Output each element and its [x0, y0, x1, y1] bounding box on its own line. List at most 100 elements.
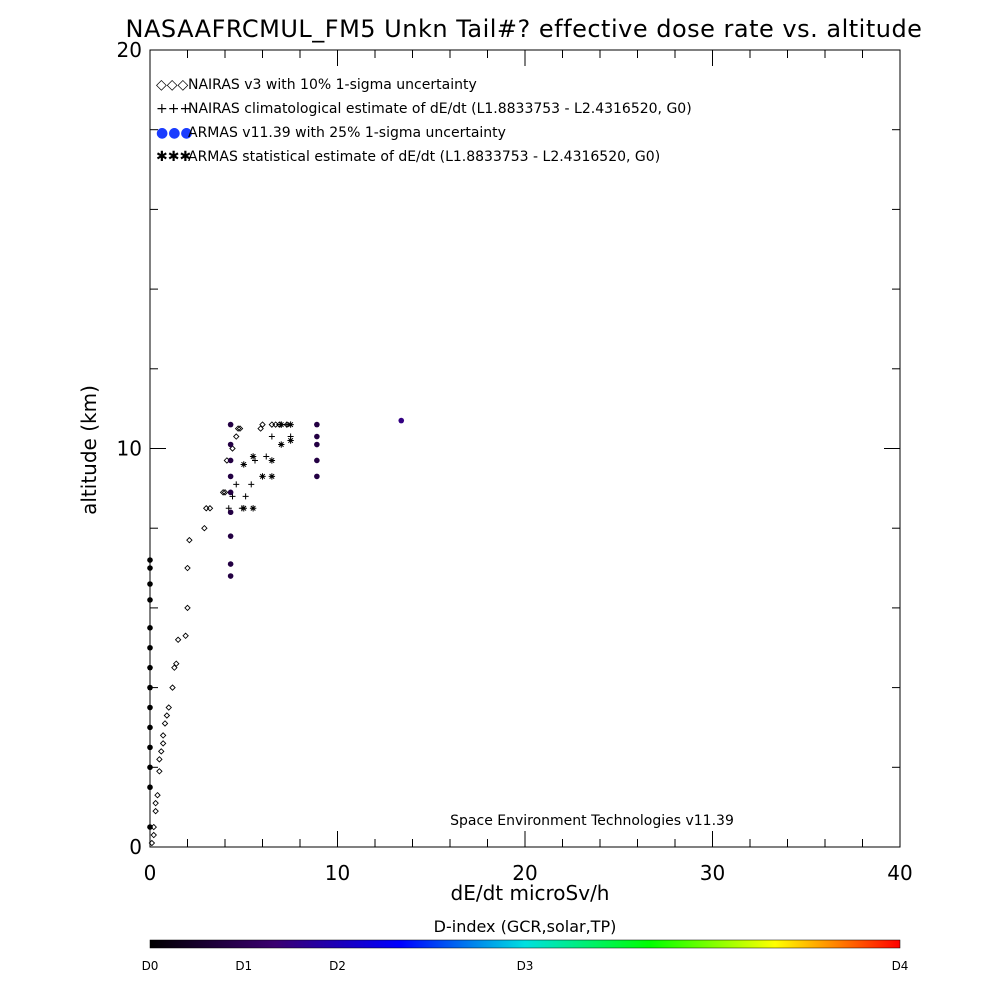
armas-point [147, 644, 153, 651]
armas-point [147, 684, 153, 691]
nairas-point [163, 712, 171, 719]
armas-point [147, 565, 153, 571]
armas-point [147, 764, 153, 771]
nairas-point [257, 425, 264, 432]
statistical-point [287, 421, 294, 428]
nairas-point [150, 831, 157, 839]
armas-point [147, 625, 153, 631]
nairas-point [259, 421, 266, 428]
chart-title: NASAAFRCMUL_FM5 Unkn Tail#? effective do… [126, 15, 923, 43]
climatology-point [233, 481, 240, 488]
nairas-point [201, 524, 208, 532]
y-tick-label: 0 [129, 835, 142, 859]
series-nairas-v3 [148, 421, 291, 847]
armas-point [147, 824, 153, 830]
axis-tick-labels: 0 10 20 30 40 0 10 20 [117, 38, 913, 885]
armas-point [227, 473, 234, 480]
armas-point [398, 417, 405, 424]
armas-point [147, 744, 153, 751]
armas-point [227, 489, 234, 496]
y-tick-label: 20 [117, 38, 142, 62]
x-tick-label: 0 [144, 861, 157, 885]
statistical-point [240, 461, 247, 468]
nairas-point [158, 748, 165, 755]
climatology-point [248, 481, 255, 488]
armas-point [314, 433, 320, 440]
legend-label-nairas-clim: NAIRAS climatological estimate of dE/dt … [188, 101, 692, 117]
armas-point [147, 557, 153, 563]
legend: ◇◇◇ NAIRAS v3 with 10% 1-sigma uncertain… [156, 77, 692, 165]
y-tick-label: 10 [117, 437, 142, 461]
nairas-point [206, 505, 214, 512]
statistical-point [240, 505, 247, 512]
nairas-point [173, 660, 180, 667]
climatology-point [242, 493, 249, 500]
statistical-point [268, 457, 276, 464]
nairas-point [156, 768, 163, 775]
armas-point [147, 597, 153, 603]
series-nairas-climatological [225, 421, 294, 512]
nairas-point [171, 664, 178, 671]
nairas-point [219, 489, 227, 496]
nairas-point [152, 807, 159, 815]
nairas-point [236, 425, 244, 432]
axis-ticks [149, 49, 901, 848]
armas-point [227, 573, 234, 579]
nairas-point [184, 604, 191, 612]
colorbar-tick-label: D4 [892, 959, 909, 973]
colorbar-label: D-index (GCR,solar,TP) [434, 917, 617, 936]
colorbar-tick-label: D1 [235, 959, 252, 973]
statistical-point [249, 505, 257, 512]
colorbar-tick-label: D3 [517, 959, 534, 973]
nairas-point [268, 421, 276, 428]
armas-point [227, 441, 234, 448]
legend-symbol-nairas-clim: +++ [156, 101, 191, 117]
footnote: Space Environment Technologies v11.39 [450, 813, 734, 829]
colorbar-tick-label: D0 [142, 959, 159, 973]
statistical-point [249, 453, 257, 460]
series-armas-statistical [240, 421, 294, 512]
armas-point [147, 704, 153, 711]
x-tick-label: 10 [325, 861, 350, 885]
armas-point [227, 561, 234, 567]
nairas-point [229, 445, 236, 452]
x-tick-label: 40 [887, 861, 912, 885]
legend-symbol-armas-stat: ✱✱✱ [156, 149, 191, 165]
nairas-point [156, 756, 163, 763]
legend-symbol-nairas-v3: ◇◇◇ [156, 77, 189, 93]
statistical-point [278, 441, 285, 448]
armas-point [227, 533, 234, 539]
armas-point [147, 724, 153, 731]
legend-label-armas-stat: ARMAS statistical estimate of dE/dt (L1.… [188, 149, 660, 165]
nairas-point [221, 489, 229, 496]
armas-point [147, 581, 153, 587]
armas-point [147, 784, 153, 791]
legend-label-armas: ARMAS v11.39 with 25% 1-sigma uncertaint… [188, 125, 506, 141]
armas-point [147, 664, 153, 671]
armas-point [314, 473, 320, 480]
statistical-point [278, 421, 285, 428]
nairas-point [272, 421, 279, 428]
climatology-point [263, 453, 270, 460]
armas-point [227, 421, 234, 428]
armas-point [227, 509, 234, 516]
statistical-point [259, 473, 266, 480]
colorbar [149, 939, 901, 949]
y-axis-label: altitude (km) [77, 385, 101, 515]
nairas-point [159, 740, 167, 747]
statistical-point [268, 473, 276, 480]
armas-point [314, 441, 320, 448]
armas-point [227, 457, 234, 464]
x-tick-label: 20 [512, 861, 537, 885]
nairas-point [186, 536, 193, 544]
nairas-point [154, 791, 161, 799]
nairas-point [182, 632, 189, 640]
series-armas [147, 417, 405, 830]
nairas-point [184, 564, 191, 572]
plot-area [149, 49, 901, 848]
colorbar-tick-label: D2 [329, 959, 346, 973]
legend-label-nairas-v3: NAIRAS v3 with 10% 1-sigma uncertainty [188, 77, 477, 93]
nairas-point [152, 799, 159, 807]
nairas-point [148, 839, 156, 847]
